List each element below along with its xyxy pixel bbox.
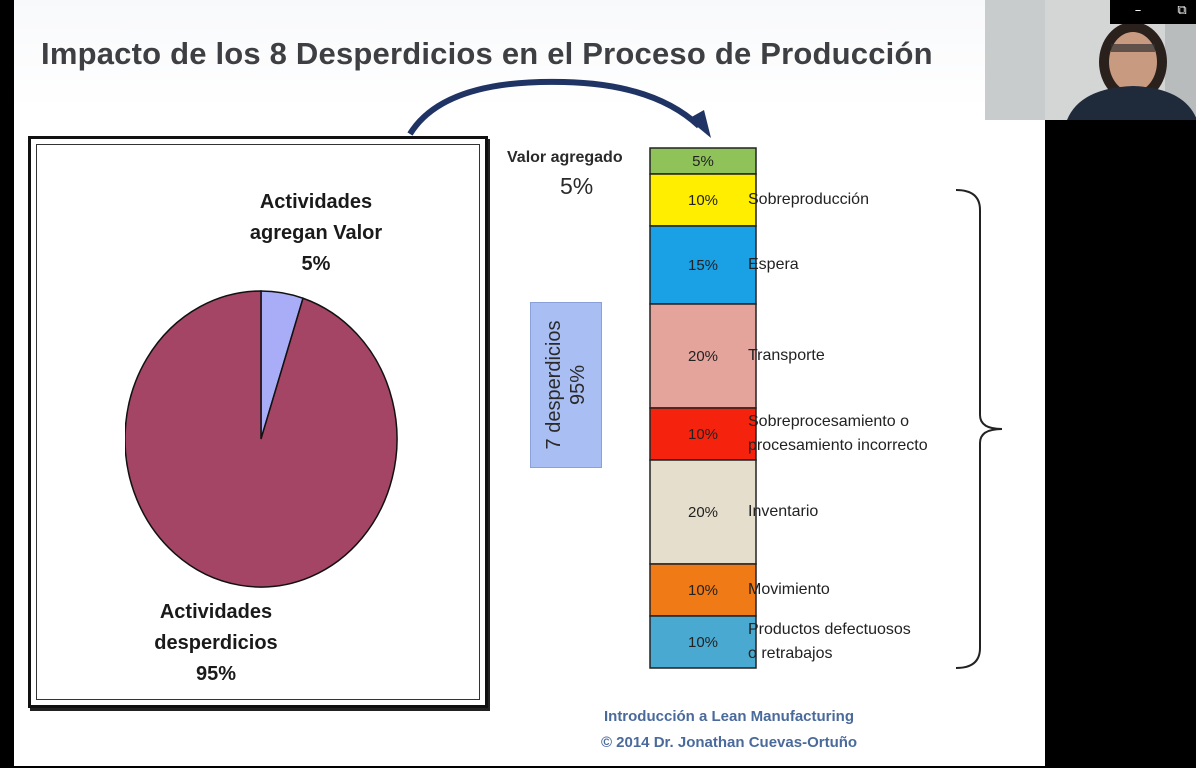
pie-chart <box>125 290 398 588</box>
segment-value-label: 10% <box>688 634 718 651</box>
segment-value-label: 15% <box>688 257 718 274</box>
segment-value-label: 10% <box>688 192 718 209</box>
stack-segment <box>649 615 757 669</box>
stack-segment <box>649 407 757 461</box>
category-label: Espera <box>748 256 799 273</box>
stack-segment <box>649 147 757 175</box>
waste-summary-box: 7 desperdicios 95% <box>530 302 602 468</box>
window-controls: – ⧉ <box>1110 0 1196 24</box>
stack-segment <box>649 459 757 565</box>
curved-arrow-icon <box>407 78 711 138</box>
value-label-line2: agregan Valor <box>249 222 383 244</box>
waste-brace <box>955 189 1003 669</box>
slide-footer: Introducción a Lean Manufacturing © 2014… <box>574 704 884 756</box>
footer-copyright: © 2014 Dr. Jonathan Cuevas-Ortuño <box>600 734 858 751</box>
segment-value-label: 5% <box>692 153 714 170</box>
waste-label-line1: Actividades <box>159 601 273 623</box>
valor-agregado-pct: 5% <box>560 173 594 199</box>
presenter-video[interactable]: – ⧉ <box>985 0 1196 120</box>
stack-segment <box>649 173 757 227</box>
value-activities-label: Actividades agregan Valor 5% <box>231 187 401 280</box>
waste-activities-label: Actividades desperdicios 95% <box>121 597 311 690</box>
slide-header-band <box>14 0 1045 110</box>
footer-course: Introducción a Lean Manufacturing <box>603 708 854 725</box>
stack-segment <box>649 563 757 617</box>
waste-label-line2: desperdicios <box>154 632 278 654</box>
value-label-line1: Actividades <box>259 191 373 213</box>
segment-value-label: 20% <box>688 348 718 365</box>
stacked-bar-chart: 5% 10% 15% 20% 10% 20% 10% 10% <box>649 147 1003 669</box>
restore-icon[interactable]: ⧉ <box>1177 3 1187 18</box>
right-black-area <box>1045 120 1196 768</box>
segment-value-label: 10% <box>688 582 718 599</box>
category-label: Inventario <box>748 503 819 520</box>
category-label: Movimiento <box>748 581 830 598</box>
segment-value-label: 20% <box>688 504 718 521</box>
category-label: Sobreproducción <box>748 191 869 208</box>
minimize-icon[interactable]: – <box>1134 3 1142 18</box>
category-label: Productos defectuosos o retrabajos <box>748 621 911 662</box>
stack-segment <box>649 303 757 409</box>
value-label-pct: 5% <box>301 253 331 275</box>
slide-title: Impacto de los 8 Desperdicios en el Proc… <box>41 36 933 71</box>
stack-segment <box>649 225 757 305</box>
segment-value-label: 10% <box>688 426 718 443</box>
pie-chart-frame: Actividades agregan Valor 5% Actividades… <box>28 136 488 708</box>
category-label: Sobreprocesamiento o procesamiento incorr… <box>748 413 928 454</box>
left-black-bar <box>0 0 14 768</box>
presentation-slide: Impacto de los 8 Desperdicios en el Proc… <box>14 0 1045 766</box>
category-label: Transporte <box>748 347 825 364</box>
waste-label-pct: 95% <box>195 663 237 685</box>
pie-chart-inner-border <box>36 144 480 700</box>
pie-slice-waste <box>125 290 398 588</box>
valor-agregado-label: Valor agregado <box>507 149 623 166</box>
